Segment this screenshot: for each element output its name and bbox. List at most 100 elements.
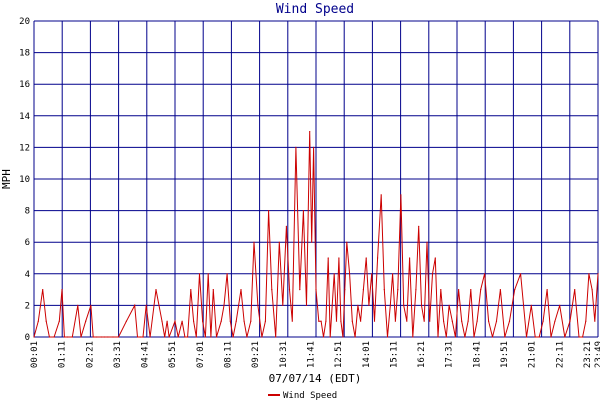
data-point: [588, 273, 590, 275]
data-point: [461, 320, 463, 322]
data-point: [488, 320, 490, 322]
data-point: [454, 336, 456, 338]
data-point: [420, 304, 423, 306]
data-point: [166, 320, 168, 322]
data-point: [508, 320, 511, 322]
x-tick-label: 16:21: [417, 341, 427, 368]
data-point: [77, 304, 79, 306]
data-point: [371, 273, 373, 275]
x-axis-label: 07/07/14 (EDT): [269, 372, 362, 385]
legend: Wind Speed: [268, 391, 337, 401]
y-tick-label: 12: [19, 143, 30, 153]
data-point: [591, 289, 593, 291]
data-point: [380, 194, 382, 196]
data-point: [195, 336, 197, 338]
data-point: [397, 289, 399, 291]
data-point: [415, 289, 417, 291]
data-point: [406, 320, 408, 322]
data-point: [346, 241, 348, 243]
data-point: [212, 289, 214, 291]
data-point: [394, 320, 396, 322]
data-point: [315, 289, 317, 291]
data-point: [149, 336, 151, 338]
data-point: [275, 336, 277, 338]
data-point: [514, 289, 516, 291]
x-tick-label: 08:11: [224, 341, 234, 368]
data-point: [174, 320, 176, 322]
data-point: [136, 336, 139, 338]
data-point: [344, 289, 346, 291]
data-point: [291, 320, 293, 322]
data-point: [226, 273, 228, 275]
data-point: [403, 304, 405, 306]
data-point: [193, 320, 195, 322]
data-point: [309, 131, 311, 133]
data-point: [470, 289, 472, 291]
y-tick-label: 16: [19, 80, 30, 90]
data-point: [392, 273, 394, 275]
data-point: [351, 320, 353, 322]
data-point: [445, 336, 447, 338]
data-point: [554, 320, 556, 322]
data-point: [53, 336, 55, 338]
data-point: [318, 320, 320, 322]
data-point: [373, 320, 376, 322]
x-tick-label: 15:11: [389, 341, 399, 368]
data-point: [243, 320, 245, 322]
data-point: [42, 289, 44, 291]
data-point: [288, 289, 291, 291]
data-point: [434, 257, 436, 259]
data-point: [285, 225, 287, 227]
data-point: [125, 320, 127, 322]
data-point: [235, 320, 237, 322]
data-point: [383, 289, 385, 291]
data-point: [437, 336, 439, 338]
x-tick-label: 23:21: [583, 341, 593, 368]
x-tick-label: 21:01: [528, 341, 538, 368]
data-point: [495, 320, 498, 322]
data-point: [71, 336, 73, 338]
data-point: [313, 146, 315, 148]
data-point: [340, 320, 342, 322]
data-point: [431, 273, 434, 275]
data-point: [48, 336, 51, 338]
data-point: [480, 289, 482, 291]
y-tick-label: 2: [25, 301, 30, 311]
x-tick-label: 23:49: [594, 341, 600, 368]
x-tick-label: 00:01: [30, 341, 40, 368]
data-point: [112, 336, 114, 338]
x-tick-label: 09:21: [251, 341, 261, 368]
data-point: [190, 289, 192, 291]
data-point: [582, 336, 584, 338]
data-point: [90, 304, 92, 306]
data-point: [61, 289, 63, 291]
data-point: [333, 273, 335, 275]
data-point: [546, 289, 548, 291]
x-tick-label: 22:11: [555, 341, 565, 368]
data-point: [177, 336, 179, 338]
data-point: [429, 320, 431, 322]
data-point: [232, 336, 234, 338]
data-point: [85, 320, 87, 322]
data-point: [311, 241, 313, 243]
x-tick-label: 04:41: [141, 341, 151, 368]
data-point: [246, 336, 248, 338]
data-point: [145, 304, 147, 306]
data-point: [117, 336, 120, 338]
data-point: [443, 320, 445, 322]
data-point: [155, 289, 157, 291]
data-point: [564, 336, 566, 338]
data-point: [362, 289, 364, 291]
x-tick-label: 14:01: [362, 341, 372, 368]
data-point: [103, 336, 105, 338]
data-point: [261, 336, 263, 338]
data-point: [63, 336, 65, 338]
y-tick-label: 6: [25, 238, 30, 248]
data-point: [476, 320, 478, 322]
data-point: [559, 304, 561, 306]
data-point: [538, 336, 540, 338]
data-point: [473, 336, 475, 338]
data-point: [268, 210, 270, 212]
